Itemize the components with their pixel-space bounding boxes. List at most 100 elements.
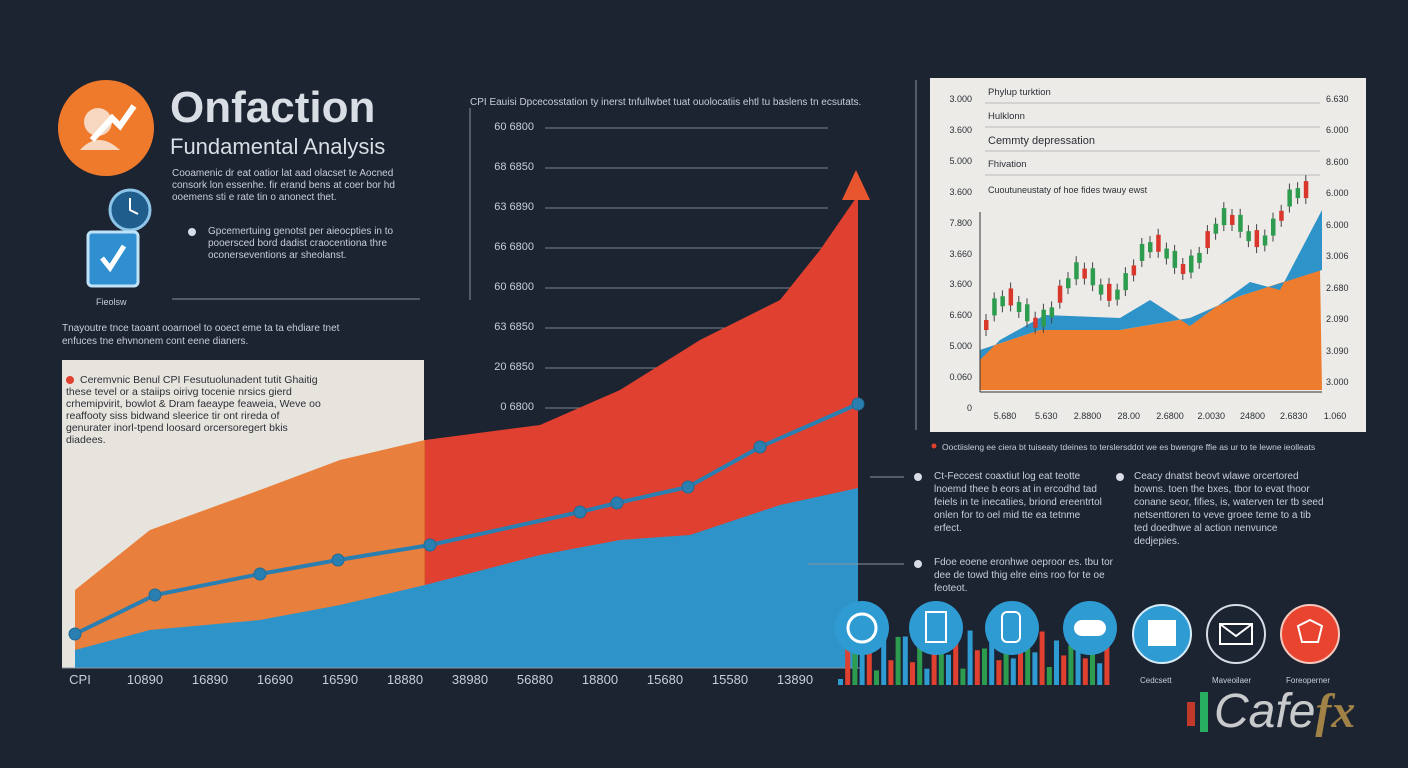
inset-y2-tick-label: 8.600 bbox=[1326, 156, 1349, 167]
icon-clock bbox=[835, 601, 889, 655]
candle bbox=[1115, 289, 1120, 300]
mini-bar bbox=[1054, 640, 1059, 685]
candle bbox=[1090, 268, 1096, 286]
candle bbox=[1000, 296, 1005, 307]
y-tick-label: 63 6890 bbox=[494, 201, 534, 213]
candle bbox=[1016, 301, 1022, 312]
brand-subtitle: Fundamental Analysis bbox=[170, 134, 386, 159]
candle bbox=[1131, 265, 1137, 276]
candle bbox=[1066, 278, 1071, 289]
inset-y2-tick-label: 2.090 bbox=[1326, 314, 1349, 325]
candle bbox=[1238, 214, 1243, 232]
icon-person bbox=[985, 601, 1039, 655]
main-chart-title: CPI Eauisi Dpcecosstation ty inerst tnfu… bbox=[470, 97, 862, 108]
inset-y-tick-label: 3.600 bbox=[949, 279, 972, 290]
x-tick-label: 18800 bbox=[581, 672, 619, 687]
mini-bar bbox=[938, 642, 944, 685]
mini-bar bbox=[1068, 645, 1074, 685]
candle bbox=[1197, 252, 1202, 263]
y-tick-label: 68 6850 bbox=[494, 161, 534, 173]
mini-bar bbox=[1082, 658, 1088, 685]
inset-y2-tick-label: 3.006 bbox=[1326, 251, 1349, 262]
candle bbox=[1057, 285, 1063, 303]
inset-y-tick-label: 5.000 bbox=[949, 155, 972, 166]
mini-bar bbox=[967, 630, 973, 685]
logo-candle bbox=[1187, 702, 1195, 726]
bag-check bbox=[100, 244, 127, 273]
candle bbox=[1123, 273, 1128, 291]
candle bbox=[1287, 189, 1292, 207]
inset-y2-tick-label: 6.000 bbox=[1326, 219, 1349, 230]
candle bbox=[1295, 188, 1301, 199]
trend-dot bbox=[851, 397, 865, 411]
icon-mail bbox=[1206, 604, 1266, 664]
mini-bar bbox=[1018, 643, 1023, 685]
candle bbox=[1262, 235, 1268, 246]
candle bbox=[1148, 242, 1153, 253]
trend-dot bbox=[253, 567, 267, 581]
inset-y-tick-label: 6.600 bbox=[949, 310, 972, 321]
mini-bar bbox=[946, 654, 951, 685]
arrow-head bbox=[842, 170, 870, 200]
inset-y2-tick-label: 6.000 bbox=[1326, 188, 1349, 199]
x-tick-label: 16590 bbox=[321, 672, 359, 687]
inset-blue-area bbox=[980, 210, 1322, 360]
icon-glyph bbox=[846, 612, 878, 644]
trend-dot bbox=[423, 538, 437, 552]
mini-bar bbox=[931, 632, 937, 685]
candle bbox=[1049, 307, 1055, 318]
inset-y2-tick-label: 6.630 bbox=[1326, 94, 1349, 104]
inset-y-tick-label: 3.600 bbox=[949, 124, 972, 135]
mini-bar bbox=[852, 652, 858, 685]
inset-x-tick-label: 28.00 bbox=[1117, 411, 1141, 421]
trend-line bbox=[74, 402, 859, 636]
inset-x-tick-label: 24800 bbox=[1239, 411, 1266, 421]
x-tick-label: 16690 bbox=[256, 672, 294, 687]
mini-bar bbox=[881, 636, 887, 685]
mini-bar bbox=[960, 668, 966, 685]
mini-bar bbox=[996, 660, 1002, 685]
icon-tablet bbox=[909, 601, 963, 655]
trend-dot bbox=[68, 627, 82, 641]
brand-icon-arrow bbox=[89, 104, 137, 143]
brand-description: Cooamenic dr eat oatior lat aad olacset … bbox=[172, 168, 395, 203]
mini-bar bbox=[1097, 663, 1103, 685]
mini-bar bbox=[1104, 639, 1110, 685]
x-tick-label: 56880 bbox=[516, 672, 554, 687]
bullet bbox=[914, 473, 922, 481]
inset-y-tick-label: 3.000 bbox=[949, 94, 972, 104]
icon-label: Maveoilaer bbox=[1212, 676, 1252, 685]
trend-dot bbox=[148, 588, 162, 602]
trend-dot bbox=[753, 440, 767, 454]
y-tick-label: 63 6850 bbox=[494, 321, 534, 333]
inset-note: Ooctiisleng ee ciera bt tuiseaty tdeines… bbox=[942, 442, 1316, 452]
brand-title: Onfaction bbox=[170, 83, 376, 132]
logo-candle bbox=[1200, 692, 1208, 732]
candle bbox=[1074, 262, 1079, 280]
candle bbox=[1213, 223, 1219, 234]
icon-label: Foreoperner bbox=[1286, 676, 1331, 685]
inset-x-tick-label: 2.6830 bbox=[1279, 411, 1308, 421]
candle bbox=[1271, 218, 1276, 236]
mini-bar bbox=[1010, 658, 1016, 685]
y-tick-label: 0 6800 bbox=[500, 401, 534, 413]
candle bbox=[984, 320, 989, 330]
candle bbox=[1008, 288, 1014, 306]
inset-orange-area bbox=[980, 270, 1322, 390]
inset-legend: Phylup turktion bbox=[988, 87, 1051, 98]
inset-y2-tick-label: 6.000 bbox=[1326, 125, 1349, 136]
trend-dot bbox=[681, 480, 695, 494]
mini-bar bbox=[910, 662, 915, 685]
callout-dot bbox=[66, 376, 74, 384]
x-tick-label: 10890 bbox=[126, 672, 164, 687]
candle bbox=[1303, 181, 1309, 199]
mini-bar bbox=[989, 642, 995, 685]
candle bbox=[1107, 283, 1112, 301]
inset-y-tick-label: 0 bbox=[966, 403, 972, 413]
inset-y-tick-label: 3.660 bbox=[949, 248, 972, 259]
icon-glyph bbox=[1219, 623, 1253, 645]
candle bbox=[1172, 250, 1178, 268]
